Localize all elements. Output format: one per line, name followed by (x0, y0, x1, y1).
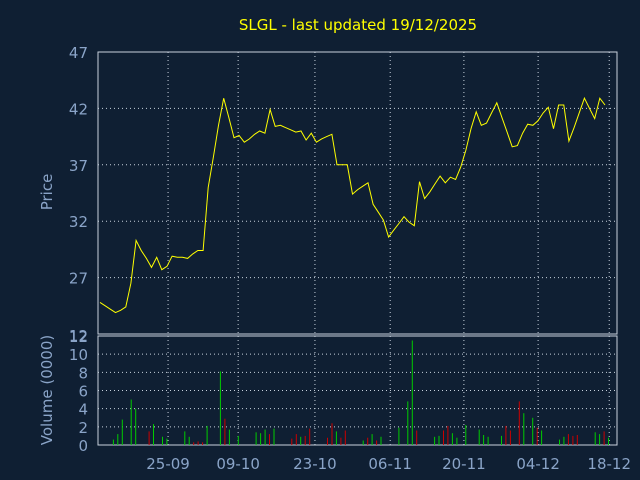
volume-tick-label: 6 (78, 383, 88, 401)
volume-frame (97, 335, 618, 446)
x-tick-label: 06-11 (368, 455, 412, 473)
price-tick-label: 37 (69, 157, 88, 175)
price-axis-label: Price (38, 174, 56, 211)
volume-tick-label: 4 (78, 401, 88, 419)
volume-tick-label: 0 (78, 437, 88, 455)
x-tick-label: 23-10 (293, 455, 337, 473)
price-tick-label: 27 (69, 270, 88, 288)
volume-axis-label: Volume (0000) (38, 335, 56, 445)
volume-tick-label: 12 (69, 328, 88, 346)
price-series-line (99, 96, 606, 314)
x-axis: 25-09 09-10 23-10 06-11 20-11 04-12 18-12 (146, 455, 631, 473)
price-tick-label: 47 (69, 44, 88, 62)
x-tick-label: 04-12 (516, 455, 560, 473)
x-tick-label: 20-11 (442, 455, 486, 473)
price-panel: 27 32 37 42 47 12 (69, 44, 618, 345)
price-tick-label: 32 (69, 213, 88, 231)
x-tick-label: 25-09 (146, 455, 190, 473)
price-bottom-label: 12 (69, 327, 88, 345)
x-tick-label: 09-10 (216, 455, 260, 473)
price-tick-label: 42 (69, 100, 88, 118)
volume-tick-label: 8 (78, 364, 88, 382)
price-frame (97, 51, 618, 335)
volume-tick-label: 2 (78, 419, 88, 437)
x-tick-label: 18-12 (587, 455, 631, 473)
volume-tick-label: 10 (69, 346, 88, 364)
chart-title: SLGL - last updated 19/12/2025 (239, 16, 477, 34)
